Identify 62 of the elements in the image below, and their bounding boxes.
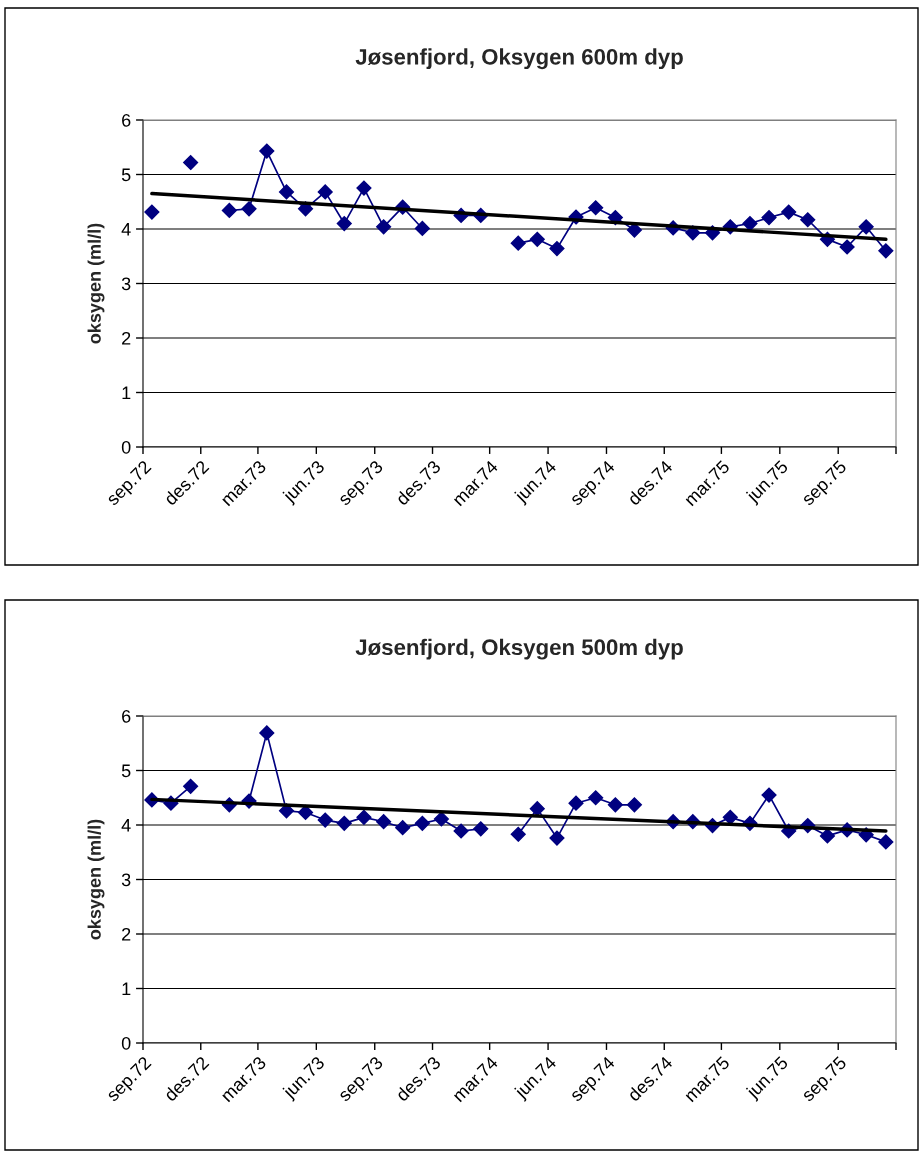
point [549,830,565,846]
point [549,241,565,257]
point [376,219,392,235]
point [781,204,797,220]
point [607,797,623,813]
point [376,814,392,830]
point [510,235,526,251]
y-tick-label: 3 [121,873,131,887]
chart-title: Jøsenfjord, Oksygen 500m dyp [355,638,683,660]
y-tick-label: 0 [121,1036,131,1050]
point [510,826,526,842]
point [529,801,545,817]
y-tick-label: 3 [121,277,131,291]
point [433,811,449,827]
y-tick-label: 2 [122,331,131,345]
y-tick-label: 1 [122,982,131,996]
y-tick-label: 1 [122,386,131,400]
y-axis-title: oksygen (ml/l) [87,819,105,940]
point [356,809,372,825]
point [839,239,855,255]
y-tick-label: 5 [121,168,131,182]
point [588,790,604,806]
y-tick-label: 6 [122,709,131,723]
point [568,795,584,811]
y-tick-label: 2 [122,927,131,941]
point [722,809,738,825]
point [356,180,372,196]
point [761,209,777,226]
point [878,243,894,259]
point [336,815,352,831]
point [819,828,836,844]
point [183,778,199,794]
point [395,820,411,836]
point [473,821,489,837]
point [221,202,237,219]
point [259,725,275,741]
point [183,154,199,171]
point [878,834,894,850]
point [414,815,430,831]
point [626,797,642,813]
point [336,215,352,232]
y-tick-label: 6 [122,113,131,127]
point [761,787,777,803]
point [241,201,257,217]
point [800,212,816,228]
y-tick-label: 4 [121,819,131,832]
point [317,184,333,200]
point [259,143,275,159]
point [317,812,333,828]
point [588,200,604,216]
y-tick-label: 5 [121,764,131,778]
y-tick-label: 0 [121,440,131,454]
point [278,184,295,200]
point [529,231,545,247]
chart-title: Jøsenfjord, Oksygen 600m dyp [355,48,683,70]
point [453,823,469,839]
point [742,215,758,232]
point [144,204,160,220]
point [414,220,430,237]
y-axis-title: oksygen (ml/l) [87,223,105,344]
point [858,219,874,235]
y-tick-label: 4 [121,223,131,236]
